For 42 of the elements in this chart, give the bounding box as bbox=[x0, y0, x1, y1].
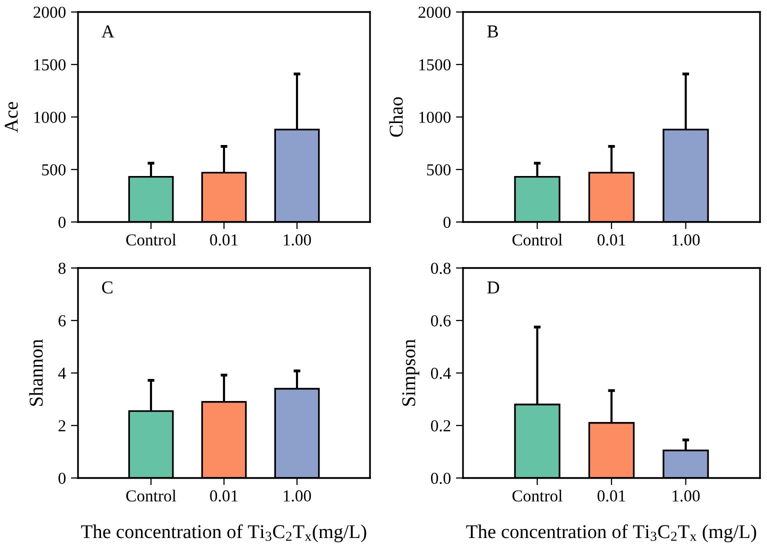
annotation: A bbox=[102, 25, 114, 38]
x-tick-label: Control bbox=[126, 490, 176, 502]
y-tick-label: 0 bbox=[58, 216, 66, 228]
x-tick-label: 1.00 bbox=[284, 234, 311, 246]
y-axis-title: Shannon bbox=[29, 339, 43, 406]
annotation: C bbox=[102, 281, 112, 294]
y-tick-label: 0 bbox=[443, 216, 451, 228]
y-tick-label: 8 bbox=[58, 262, 66, 274]
x-tick-label: 1.00 bbox=[672, 490, 700, 502]
x-tick-label: Control bbox=[512, 490, 562, 502]
y-tick-label: 1500 bbox=[419, 59, 451, 70]
y-tick-label: 6 bbox=[58, 315, 66, 326]
y-tick-label: 2000 bbox=[34, 6, 66, 18]
x-tick-label: 1.00 bbox=[284, 490, 311, 502]
y-tick-label: 2 bbox=[58, 420, 66, 432]
y-tick-label: 1000 bbox=[34, 112, 66, 123]
y-tick-label: 2000 bbox=[418, 6, 451, 18]
y-axis-title: Simpson bbox=[402, 339, 420, 406]
y-axis-title: Ace bbox=[4, 102, 18, 132]
annotation: B bbox=[487, 26, 498, 38]
y-tick-label: 4 bbox=[58, 368, 66, 379]
y-axis-title: Chao bbox=[389, 97, 403, 137]
y-tick-label: 0.2 bbox=[430, 420, 450, 432]
x-tick-label: 0.01 bbox=[598, 490, 626, 502]
y-tick-label: 0 bbox=[58, 472, 66, 484]
x-tick-label: Control bbox=[126, 234, 176, 246]
y-tick-label: 0.8 bbox=[430, 262, 451, 274]
y-tick-label: 0.0 bbox=[430, 472, 451, 484]
y-tick-label: 0.6 bbox=[430, 315, 451, 327]
x-tick-label: 0.01 bbox=[598, 234, 626, 246]
x-tick-label: 0.01 bbox=[210, 234, 238, 246]
x-axis-title: The concentration of Ti$_{3}$C$_{2}$T$_{x}$(mg/L) bbox=[81, 524, 366, 542]
annotation: D bbox=[487, 282, 500, 294]
x-tick-label: 1.00 bbox=[672, 234, 700, 246]
y-tick-label: 500 bbox=[427, 164, 451, 176]
x-tick-label: Control bbox=[512, 234, 562, 246]
y-tick-label: 500 bbox=[42, 164, 66, 176]
y-tick-label: 1000 bbox=[419, 112, 451, 123]
y-tick-label: 0.4 bbox=[430, 368, 451, 380]
x-axis-title: The concentration of Ti$_{3}$C$_{2}$T$_{x}$ (mg/L) bbox=[466, 524, 756, 542]
x-tick-label: 0.01 bbox=[210, 490, 238, 502]
y-tick-label: 1500 bbox=[34, 59, 66, 70]
